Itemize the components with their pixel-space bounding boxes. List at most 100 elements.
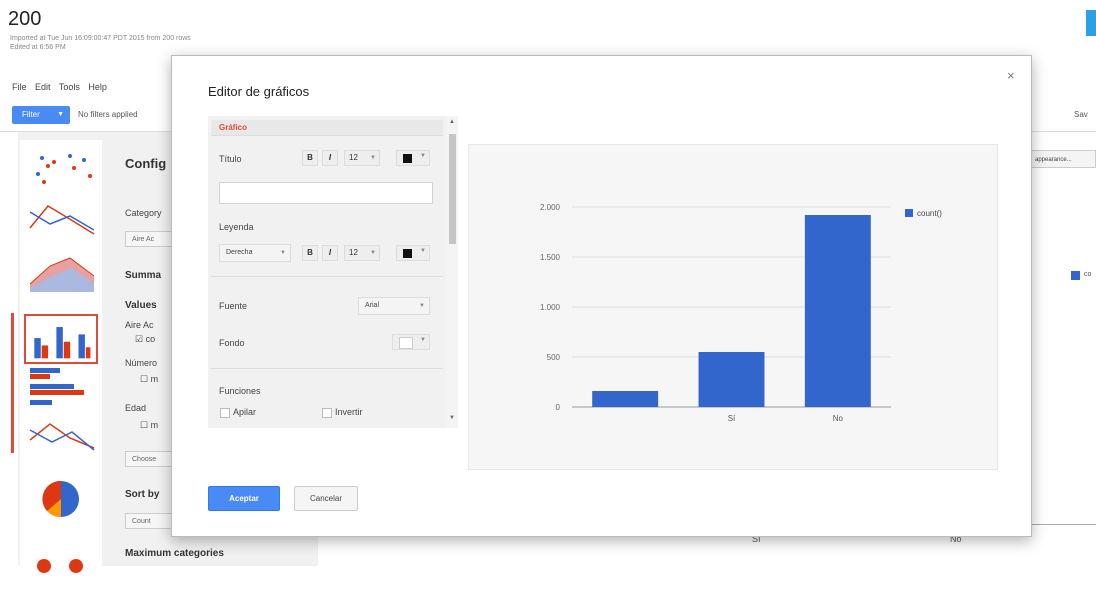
appearance-button[interactable]: appearance...	[1030, 150, 1096, 168]
background-x-label-si: Sí	[752, 534, 761, 544]
chart-preview: 2.000 1.500 1.000 500 0 Sí No count()	[468, 144, 998, 470]
count-checkbox[interactable]: ☑ co	[135, 334, 156, 344]
legend-font-size-select[interactable]: 12 ▼	[344, 245, 380, 261]
apilar-checkbox[interactable]	[220, 408, 230, 418]
filter-button-label: Filter	[22, 110, 40, 119]
background-legend-label: co	[1084, 271, 1092, 278]
edad-checkbox-label: m	[150, 420, 159, 430]
aire-label: Aire Ac	[125, 320, 154, 330]
category-select[interactable]: Aire Ac	[125, 231, 175, 247]
title-input[interactable]	[219, 182, 433, 204]
bar-chart-thumbnail[interactable]	[24, 364, 98, 414]
fondo-label: Fondo	[219, 338, 245, 348]
dialog-title: Editor de gráficos	[208, 84, 310, 99]
chevron-down-icon: ▼	[420, 248, 426, 254]
invertir-label: Invertir	[335, 407, 363, 417]
chevron-down-icon: ▼	[420, 153, 426, 159]
bubble-chart-thumbnail[interactable]	[24, 544, 98, 594]
leyenda-label: Leyenda	[219, 222, 254, 232]
bar	[698, 352, 765, 407]
choose-button[interactable]: Choose	[125, 451, 175, 467]
summarize-label: Summa	[125, 270, 162, 281]
title-color-picker[interactable]: ▼	[396, 150, 430, 166]
scroll-up-icon[interactable]: ▲	[449, 119, 455, 125]
menu-file[interactable]: File	[12, 82, 27, 92]
sort-by-select[interactable]: Count	[125, 513, 175, 529]
category-label: Category	[125, 208, 162, 218]
document-title: 200	[8, 8, 42, 30]
y-tick-label: 1.500	[540, 253, 561, 262]
menu-tools[interactable]: Tools	[58, 82, 80, 92]
bar-chart: 2.000 1.500 1.000 500 0 Sí No count()	[540, 203, 942, 423]
edit-info: Edited at 6:56 PM	[10, 44, 66, 51]
italic-button[interactable]: I	[322, 150, 338, 166]
font-family-value: Arial	[365, 302, 380, 309]
x-tick-label: No	[833, 414, 844, 423]
color-swatch	[403, 154, 412, 163]
y-tick-label: 500	[547, 353, 561, 362]
color-swatch	[403, 249, 412, 258]
invertir-checkbox[interactable]	[322, 408, 332, 418]
count-checkbox-label: co	[145, 334, 156, 344]
numero-checkbox[interactable]: ☐ m	[140, 374, 159, 384]
edad-checkbox[interactable]: ☐ m	[140, 420, 159, 430]
bold-button[interactable]: B	[302, 150, 318, 166]
legend-font-size-value: 12	[349, 248, 358, 257]
y-tick-label: 2.000	[540, 203, 561, 212]
config-heading: Config	[125, 156, 167, 171]
scroll-down-icon[interactable]: ▼	[449, 415, 455, 421]
legend-color-picker[interactable]: ▼	[396, 245, 430, 261]
background-legend-swatch	[1071, 271, 1080, 280]
chevron-down-icon: ▼	[280, 250, 286, 256]
section-header-grafico: Gráfico	[211, 120, 443, 136]
font-family-select[interactable]: Arial ▼	[358, 297, 430, 315]
cancel-button[interactable]: Cancelar	[294, 486, 358, 511]
menu-edit[interactable]: Edit	[35, 82, 51, 92]
legend-italic-button[interactable]: I	[322, 245, 338, 261]
filter-button[interactable]: Filter ▼	[12, 106, 70, 124]
save-button[interactable]: Sav	[1074, 110, 1088, 119]
chevron-down-icon: ▼	[420, 337, 426, 343]
chart-type-list	[20, 140, 102, 573]
selected-indicator	[11, 313, 14, 453]
funciones-label: Funciones	[219, 386, 261, 396]
document-subtitle: Imported at Tue Jun 16:09:00:47 PDT 2015…	[10, 34, 191, 52]
pie-chart-thumbnail[interactable]	[24, 474, 98, 524]
legend-position-value: Derecha	[226, 249, 253, 256]
line-chart-thumbnail[interactable]	[24, 194, 98, 244]
bar	[592, 391, 659, 407]
legend-bold-button[interactable]: B	[302, 245, 318, 261]
area-chart-thumbnail[interactable]	[24, 244, 98, 294]
background-color-picker[interactable]: ▼	[392, 334, 430, 350]
legend-label: count()	[917, 209, 942, 218]
font-size-select[interactable]: 12 ▼	[344, 150, 380, 166]
background-x-label-no: No	[950, 534, 962, 544]
font-size-value: 12	[349, 153, 358, 162]
sort-by-label: Sort by	[125, 489, 160, 500]
scrollbar-thumb[interactable]	[449, 134, 456, 244]
chevron-down-icon: ▼	[370, 155, 376, 161]
color-swatch	[399, 337, 413, 349]
chart-editor-dialog: Editor de gráficos × Gráfico Título B I …	[171, 55, 1032, 537]
y-tick-label: 0	[556, 403, 561, 412]
menu-help[interactable]: Help	[88, 82, 107, 92]
numero-checkbox-label: m	[150, 374, 159, 384]
filter-status: No filters applied	[78, 110, 138, 119]
scatter-chart-thumbnail[interactable]	[24, 144, 98, 194]
accept-button[interactable]: Aceptar	[208, 486, 280, 511]
chevron-down-icon: ▼	[57, 111, 64, 118]
apilar-label: Apilar	[233, 407, 257, 417]
chart-options-panel: Gráfico Título B I 12 ▼ ▼ Leyenda Derecha…	[208, 116, 458, 428]
titulo-label: Título	[219, 154, 242, 164]
line-chart-alt-thumbnail[interactable]	[24, 410, 98, 460]
edad-label: Edad	[125, 403, 147, 413]
legend-swatch	[905, 209, 913, 217]
close-icon[interactable]: ×	[1007, 68, 1015, 83]
column-chart-thumbnail[interactable]	[24, 314, 98, 364]
menu-bar: File Edit Tools Help	[12, 82, 113, 92]
y-tick-label: 1.000	[540, 303, 561, 312]
chevron-down-icon: ▼	[419, 303, 425, 309]
maximum-categories-label: Maximum categories	[125, 548, 224, 559]
legend-position-select[interactable]: Derecha ▼	[219, 244, 291, 262]
background-axis	[1032, 524, 1096, 525]
